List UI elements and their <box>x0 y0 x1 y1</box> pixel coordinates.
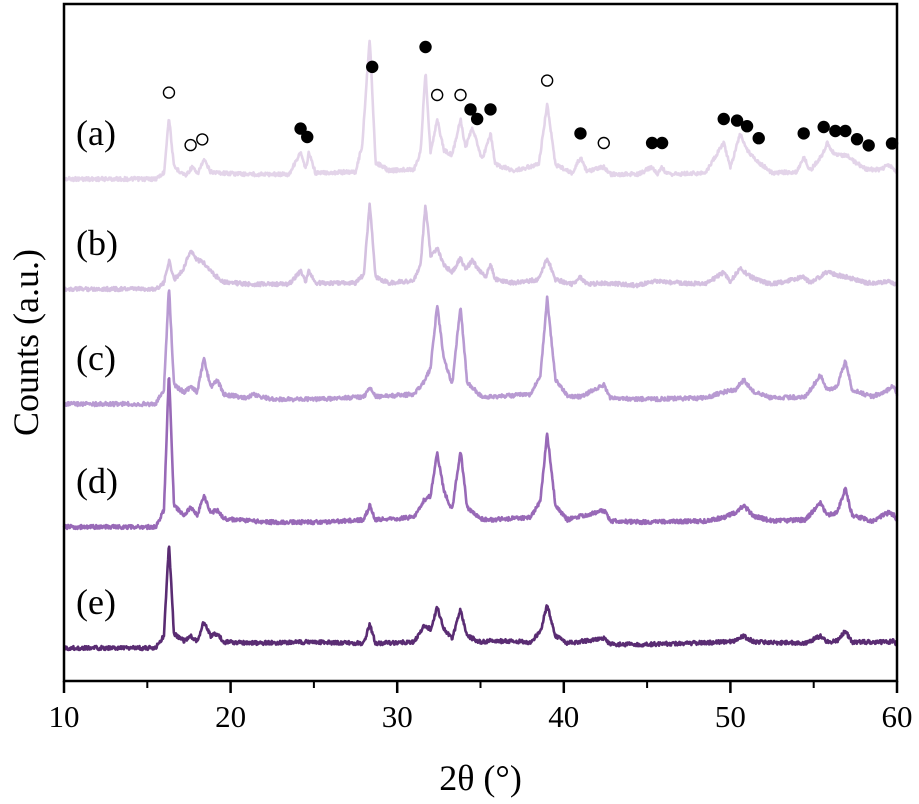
x-tick-label: 60 <box>882 699 913 734</box>
filled-phase-marker <box>485 104 496 115</box>
filled-phase-marker <box>472 114 483 125</box>
open-phase-marker <box>432 90 443 101</box>
series-line <box>64 547 897 650</box>
series-label: (b) <box>76 223 118 263</box>
filled-phase-marker <box>465 104 476 115</box>
open-phase-marker <box>163 87 174 98</box>
series-label: (c) <box>76 338 116 378</box>
filled-phase-marker <box>742 121 753 132</box>
x-tick-label: 50 <box>715 699 746 734</box>
filled-phase-marker <box>863 140 874 151</box>
filled-phase-marker <box>818 122 829 133</box>
tick-layer: 10 20 30 40 50 60 <box>49 681 913 734</box>
filled-phase-marker <box>367 61 378 72</box>
filled-phase-marker <box>302 132 313 143</box>
x-tick-label: 20 <box>215 699 246 734</box>
filled-phase-marker <box>852 134 863 145</box>
series-layer <box>64 41 897 650</box>
series-line <box>64 291 897 406</box>
series-label: (e) <box>76 582 116 622</box>
filled-phase-marker <box>798 128 809 139</box>
filled-phase-marker <box>657 138 668 149</box>
filled-phase-marker <box>718 114 729 125</box>
marker-layer <box>163 42 897 151</box>
series-line <box>64 41 897 181</box>
filled-phase-marker <box>840 126 851 137</box>
open-phase-marker <box>598 138 609 149</box>
x-tick-label: 40 <box>548 699 579 734</box>
series-label: (a) <box>76 113 116 153</box>
open-phase-marker <box>542 75 553 86</box>
series-label-layer: (a) (b) (c) (d) (e) <box>76 113 118 622</box>
open-phase-marker <box>185 140 196 151</box>
x-axis-title: 2θ (°) <box>439 758 522 798</box>
open-phase-marker <box>197 134 208 145</box>
open-phase-marker <box>455 90 466 101</box>
filled-phase-marker <box>753 133 764 144</box>
filled-phase-marker <box>420 42 431 53</box>
series-line <box>64 204 897 291</box>
x-tick-label: 10 <box>49 699 80 734</box>
series-label: (d) <box>76 461 118 501</box>
x-tick-label: 30 <box>382 699 413 734</box>
filled-phase-marker <box>732 115 743 126</box>
y-axis-title: Counts (a.u.) <box>6 249 46 436</box>
filled-phase-marker <box>575 128 586 139</box>
plot-frame <box>64 4 897 681</box>
series-line <box>64 378 897 529</box>
